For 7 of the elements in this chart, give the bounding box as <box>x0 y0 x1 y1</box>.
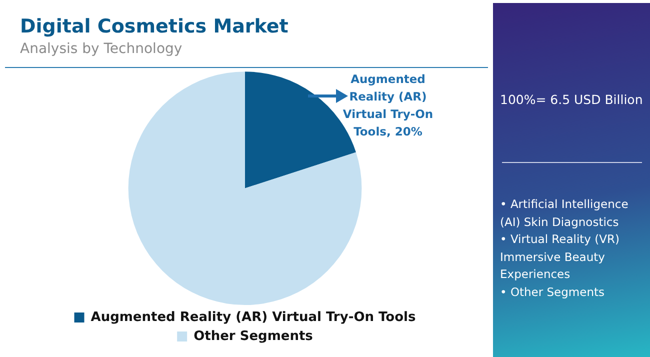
chart-subtitle: Analysis by Technology <box>20 40 182 57</box>
chart-title: Digital Cosmetics Market <box>20 15 288 38</box>
legend-label: Other Segments <box>194 328 314 344</box>
data-label: Augmented Reality (AR) Virtual Try-On Tools, 20% <box>342 72 434 138</box>
legend-label: Augmented Reality (AR) Virtual Try-On Tools <box>90 310 416 325</box>
text: • Artificial Intelligence (AI) Skin Diagnostics • Virtual Reality (VR) Immersive Beauty Experiences • Other Segments <box>500 196 630 300</box>
text: 100%= 6.5 USD Billion <box>500 92 644 107</box>
